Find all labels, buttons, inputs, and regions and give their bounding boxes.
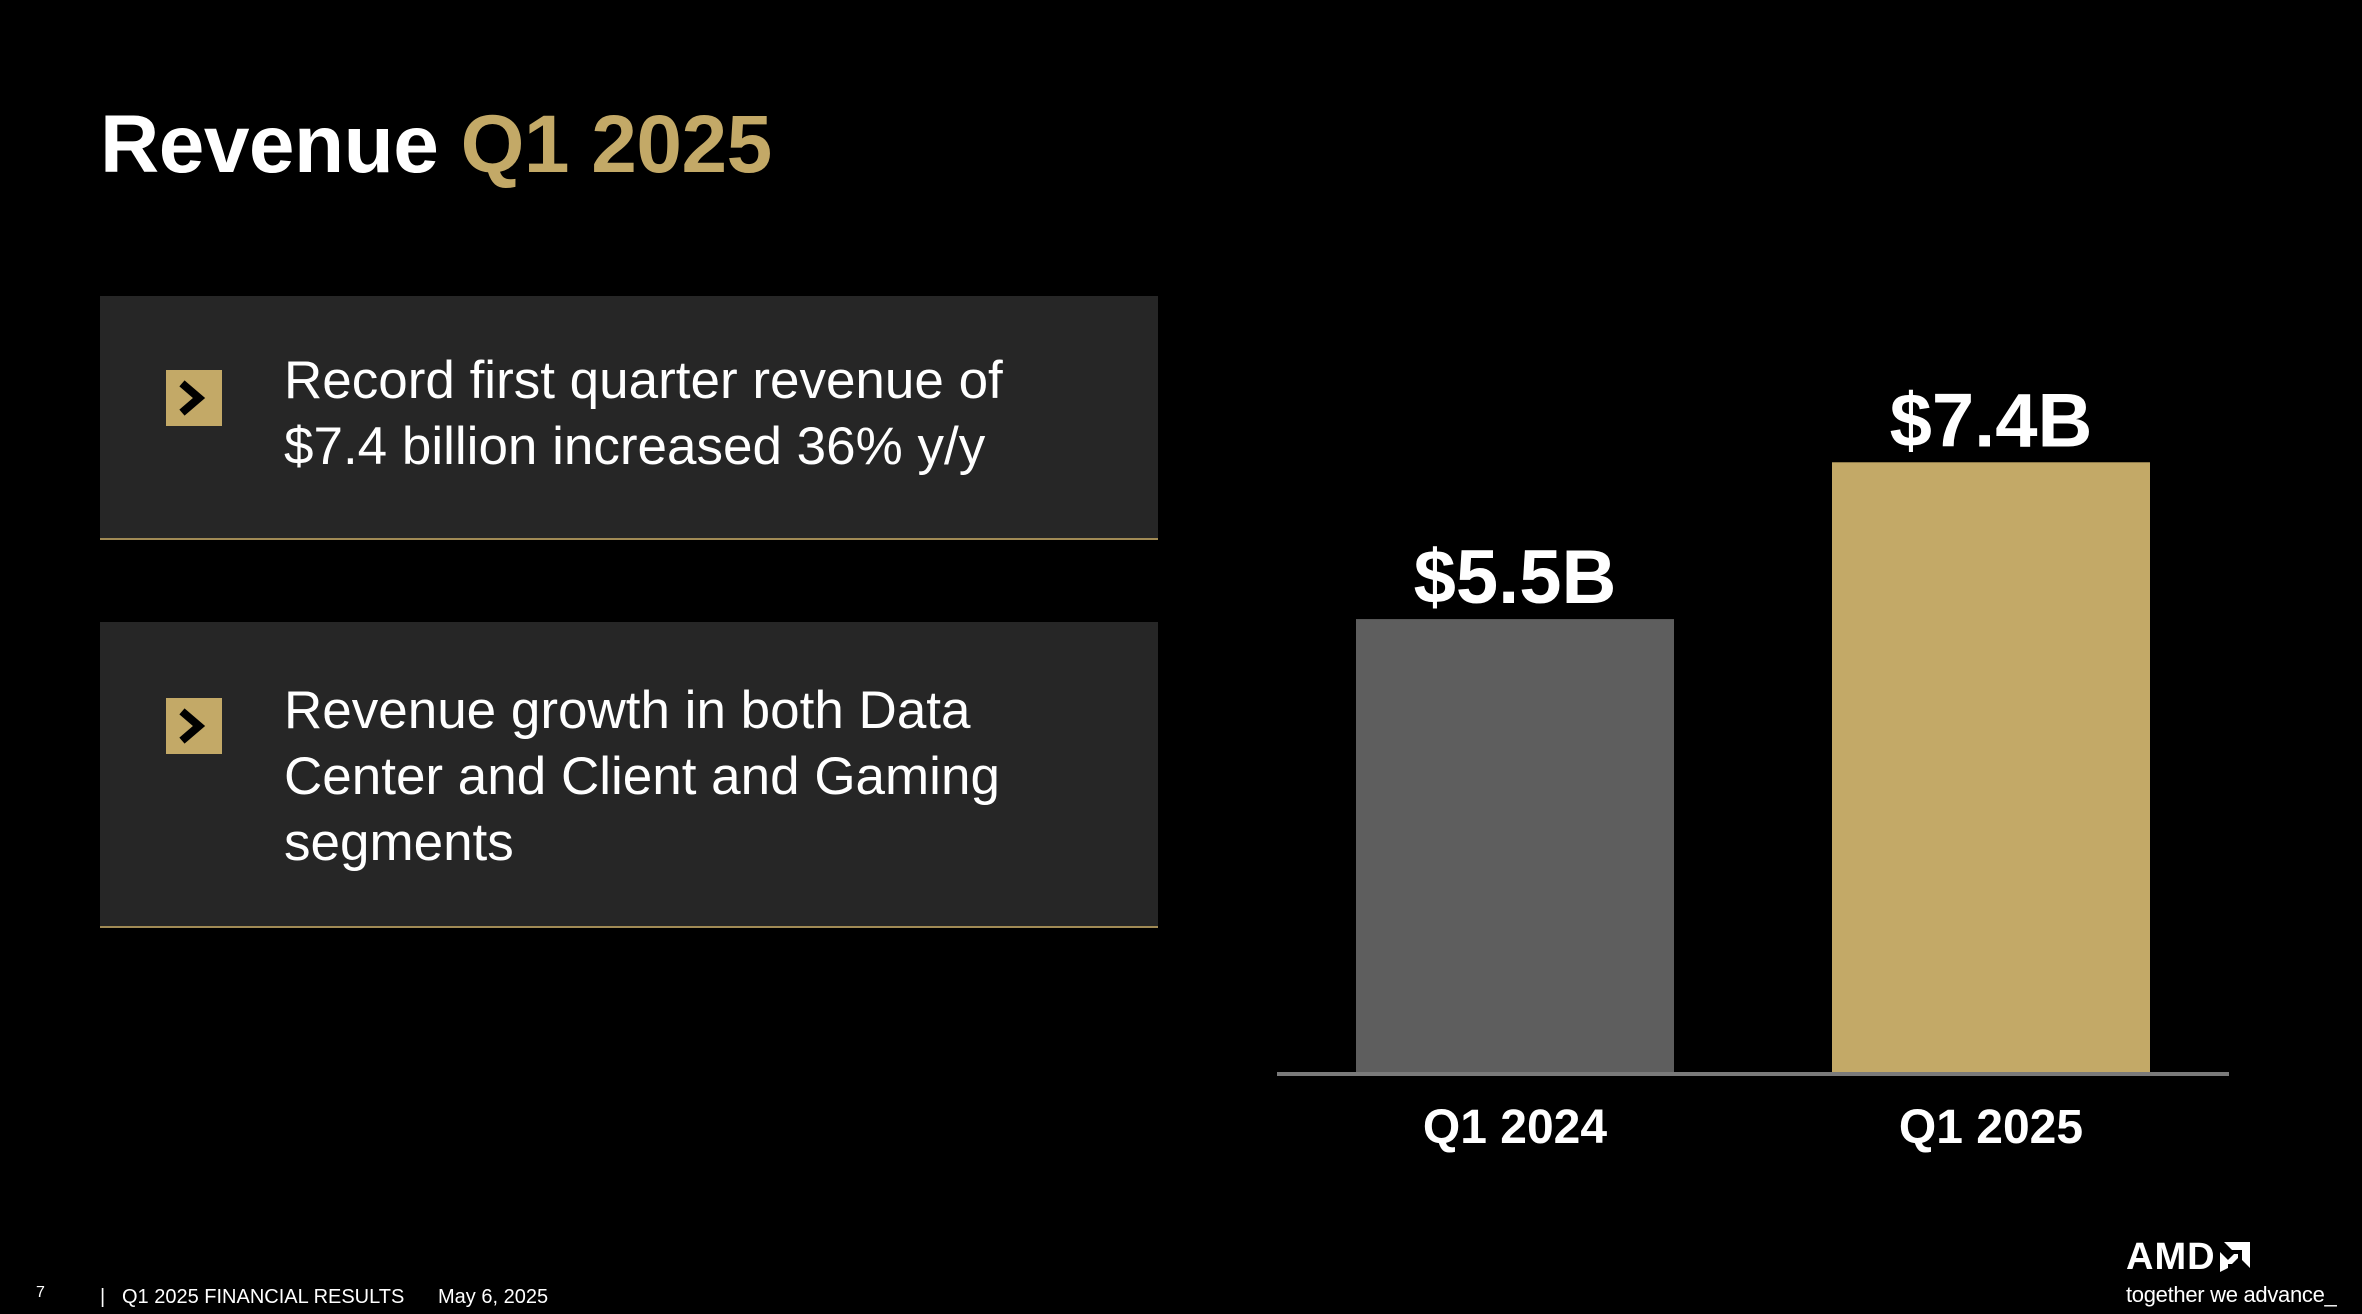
bar-q1-2024 bbox=[1356, 619, 1674, 1073]
logo-wordmark: AMD bbox=[2126, 1236, 2216, 1278]
report-date: May 6, 2025 bbox=[438, 1286, 549, 1308]
bullet-card-1: Record first quarter revenue of $7.4 bil… bbox=[100, 296, 1158, 540]
page-title: Revenue Q1 2025 bbox=[100, 104, 772, 186]
title-accent: Q1 2025 bbox=[460, 99, 773, 190]
bullet-text-1: Record first quarter revenue of $7.4 bil… bbox=[284, 351, 1003, 476]
amd-logo: AMD together we advance_ bbox=[2126, 1238, 2356, 1308]
bullet-text-2: Revenue growth in both Data Center and C… bbox=[284, 681, 1000, 872]
bar-q1-2025 bbox=[1832, 462, 2150, 1073]
x-tick-label: Q1 2025 bbox=[1899, 1101, 2083, 1154]
report-title: Q1 2025 FINANCIAL RESULTS bbox=[122, 1286, 405, 1308]
data-label: $5.5B bbox=[1414, 535, 1617, 620]
logo-tagline: together we advance_ bbox=[2126, 1282, 2337, 1307]
amd-arrow-icon bbox=[2219, 1242, 2250, 1272]
x-tick-label: Q1 2024 bbox=[1423, 1101, 1607, 1154]
data-label: $7.4B bbox=[1890, 378, 2093, 463]
page-number: 7 bbox=[36, 1284, 45, 1301]
title-main: Revenue bbox=[100, 99, 439, 190]
bullet-card-2: Revenue growth in both Data Center and C… bbox=[100, 622, 1158, 928]
footer-separator: | bbox=[100, 1286, 106, 1308]
chevron-right-icon bbox=[166, 698, 222, 754]
chevron-right-icon bbox=[166, 370, 222, 426]
